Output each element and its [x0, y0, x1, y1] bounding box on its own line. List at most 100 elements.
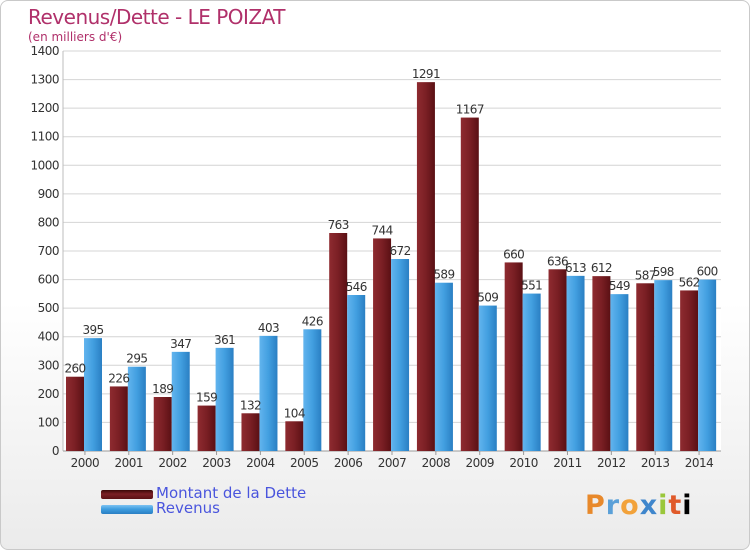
x-tick-label: 2011	[553, 456, 582, 470]
y-tick-label: 1200	[30, 101, 59, 115]
data-label-revenus: 395	[82, 323, 103, 337]
bar-revenus	[303, 329, 322, 451]
y-tick-label: 300	[38, 358, 59, 372]
x-tick-label: 2000	[71, 456, 100, 470]
proxiti-logo: Proxiti	[585, 490, 693, 521]
y-tick-label: 600	[38, 273, 59, 287]
data-label-revenus: 403	[258, 321, 279, 335]
data-label-revenus: 600	[697, 265, 718, 279]
y-tick-label: 700	[38, 244, 59, 258]
legend-label-revenus: Revenus	[156, 499, 220, 517]
data-label-revenus: 549	[609, 279, 630, 293]
y-tick-label: 400	[38, 330, 59, 344]
bar-revenus	[654, 280, 673, 451]
x-tick-label: 2012	[597, 456, 626, 470]
x-tick-label: 2001	[115, 456, 144, 470]
bar-revenus	[347, 295, 366, 451]
logo-letter: x	[639, 490, 659, 521]
bar-revenus	[566, 275, 585, 451]
x-tick-label: 2008	[422, 456, 451, 470]
data-label-revenus: 361	[214, 333, 235, 347]
x-tick-label: 2004	[246, 456, 275, 470]
chart-subtitle: (en milliers d'€)	[28, 30, 123, 44]
data-label-revenus: 426	[302, 314, 323, 328]
bar-revenus	[171, 351, 190, 451]
bar-dette	[592, 276, 611, 451]
bar-dette	[504, 262, 523, 451]
x-tick-label: 2006	[334, 456, 363, 470]
y-tick-label: 1400	[30, 44, 59, 58]
bar-dette	[285, 421, 304, 451]
chart-title: Revenus/Dette - LE POIZAT	[28, 5, 285, 29]
legend-swatch-revenus	[101, 505, 153, 514]
data-label-dette: 1291	[412, 67, 440, 81]
data-label-revenus: 598	[653, 265, 674, 279]
bar-dette	[460, 117, 479, 452]
bar-revenus	[84, 338, 102, 451]
bar-revenus	[127, 366, 146, 451]
data-label-revenus: 295	[126, 352, 147, 366]
data-label-dette: 104	[284, 406, 305, 420]
data-label-revenus: 613	[565, 261, 586, 275]
logo-letter: i	[682, 490, 693, 521]
y-tick-label: 800	[38, 215, 59, 229]
data-label-revenus: 546	[346, 280, 367, 294]
data-label-revenus: 509	[477, 291, 498, 305]
legend-swatch-dette	[101, 490, 153, 499]
data-label-dette: 660	[503, 247, 524, 261]
x-tick-label: 2002	[158, 456, 187, 470]
bar-dette	[66, 376, 84, 451]
labels: 260 395 2000 226 295 2001 189 347 2002 159 361 2003…	[64, 67, 718, 470]
bar-revenus	[478, 305, 497, 451]
y-tick-label: 500	[38, 301, 59, 315]
bar-revenus	[698, 279, 717, 451]
logo-letter: i	[658, 490, 669, 521]
y-tick-label: 100	[38, 415, 59, 429]
x-tick-label: 2007	[378, 456, 407, 470]
x-tick-label: 2013	[641, 456, 670, 470]
data-label-dette: 612	[591, 261, 612, 275]
data-label-revenus: 551	[521, 279, 542, 293]
bar-revenus	[215, 347, 234, 451]
data-label-dette: 260	[64, 362, 85, 376]
data-label-dette: 744	[372, 223, 393, 237]
y-tick-label: 1000	[30, 158, 59, 172]
bar-dette	[241, 413, 260, 451]
y-tick-label: 1300	[30, 73, 59, 87]
data-label-revenus: 672	[390, 244, 411, 258]
logo-letter: r	[605, 490, 621, 521]
x-tick-label: 2005	[290, 456, 319, 470]
bar-revenus	[259, 335, 278, 451]
data-label-dette: 132	[240, 398, 261, 412]
data-label-dette: 636	[547, 254, 568, 268]
bar-revenus	[522, 293, 541, 451]
data-label-dette: 1167	[456, 103, 484, 117]
logo-letter: o	[620, 490, 640, 521]
x-tick-label: 2003	[202, 456, 231, 470]
legend-label-dette: Montant de la Dette	[156, 484, 307, 502]
y-tick-label: 0	[52, 444, 59, 458]
bar-dette	[329, 233, 348, 451]
data-label-dette: 587	[635, 268, 656, 282]
bar-dette	[680, 290, 699, 451]
bar-dette	[197, 405, 216, 451]
bar-dette	[548, 269, 567, 451]
bar-revenus	[610, 294, 629, 451]
bar-dette	[373, 238, 392, 451]
y-tick-label: 1100	[30, 130, 59, 144]
data-label-dette: 562	[679, 275, 700, 289]
x-tick-label: 2010	[509, 456, 538, 470]
logo-letter: P	[585, 490, 606, 521]
x-tick-label: 2009	[465, 456, 494, 470]
data-label-revenus: 589	[433, 268, 454, 282]
data-label-revenus: 347	[170, 337, 191, 351]
y-tick-label: 900	[38, 187, 59, 201]
x-tick-label: 2014	[685, 456, 714, 470]
data-label-dette: 763	[328, 218, 349, 232]
logo-letter: t	[668, 490, 683, 521]
data-label-dette: 159	[196, 391, 217, 405]
data-label-dette: 189	[152, 382, 173, 396]
bar-dette	[109, 386, 128, 451]
